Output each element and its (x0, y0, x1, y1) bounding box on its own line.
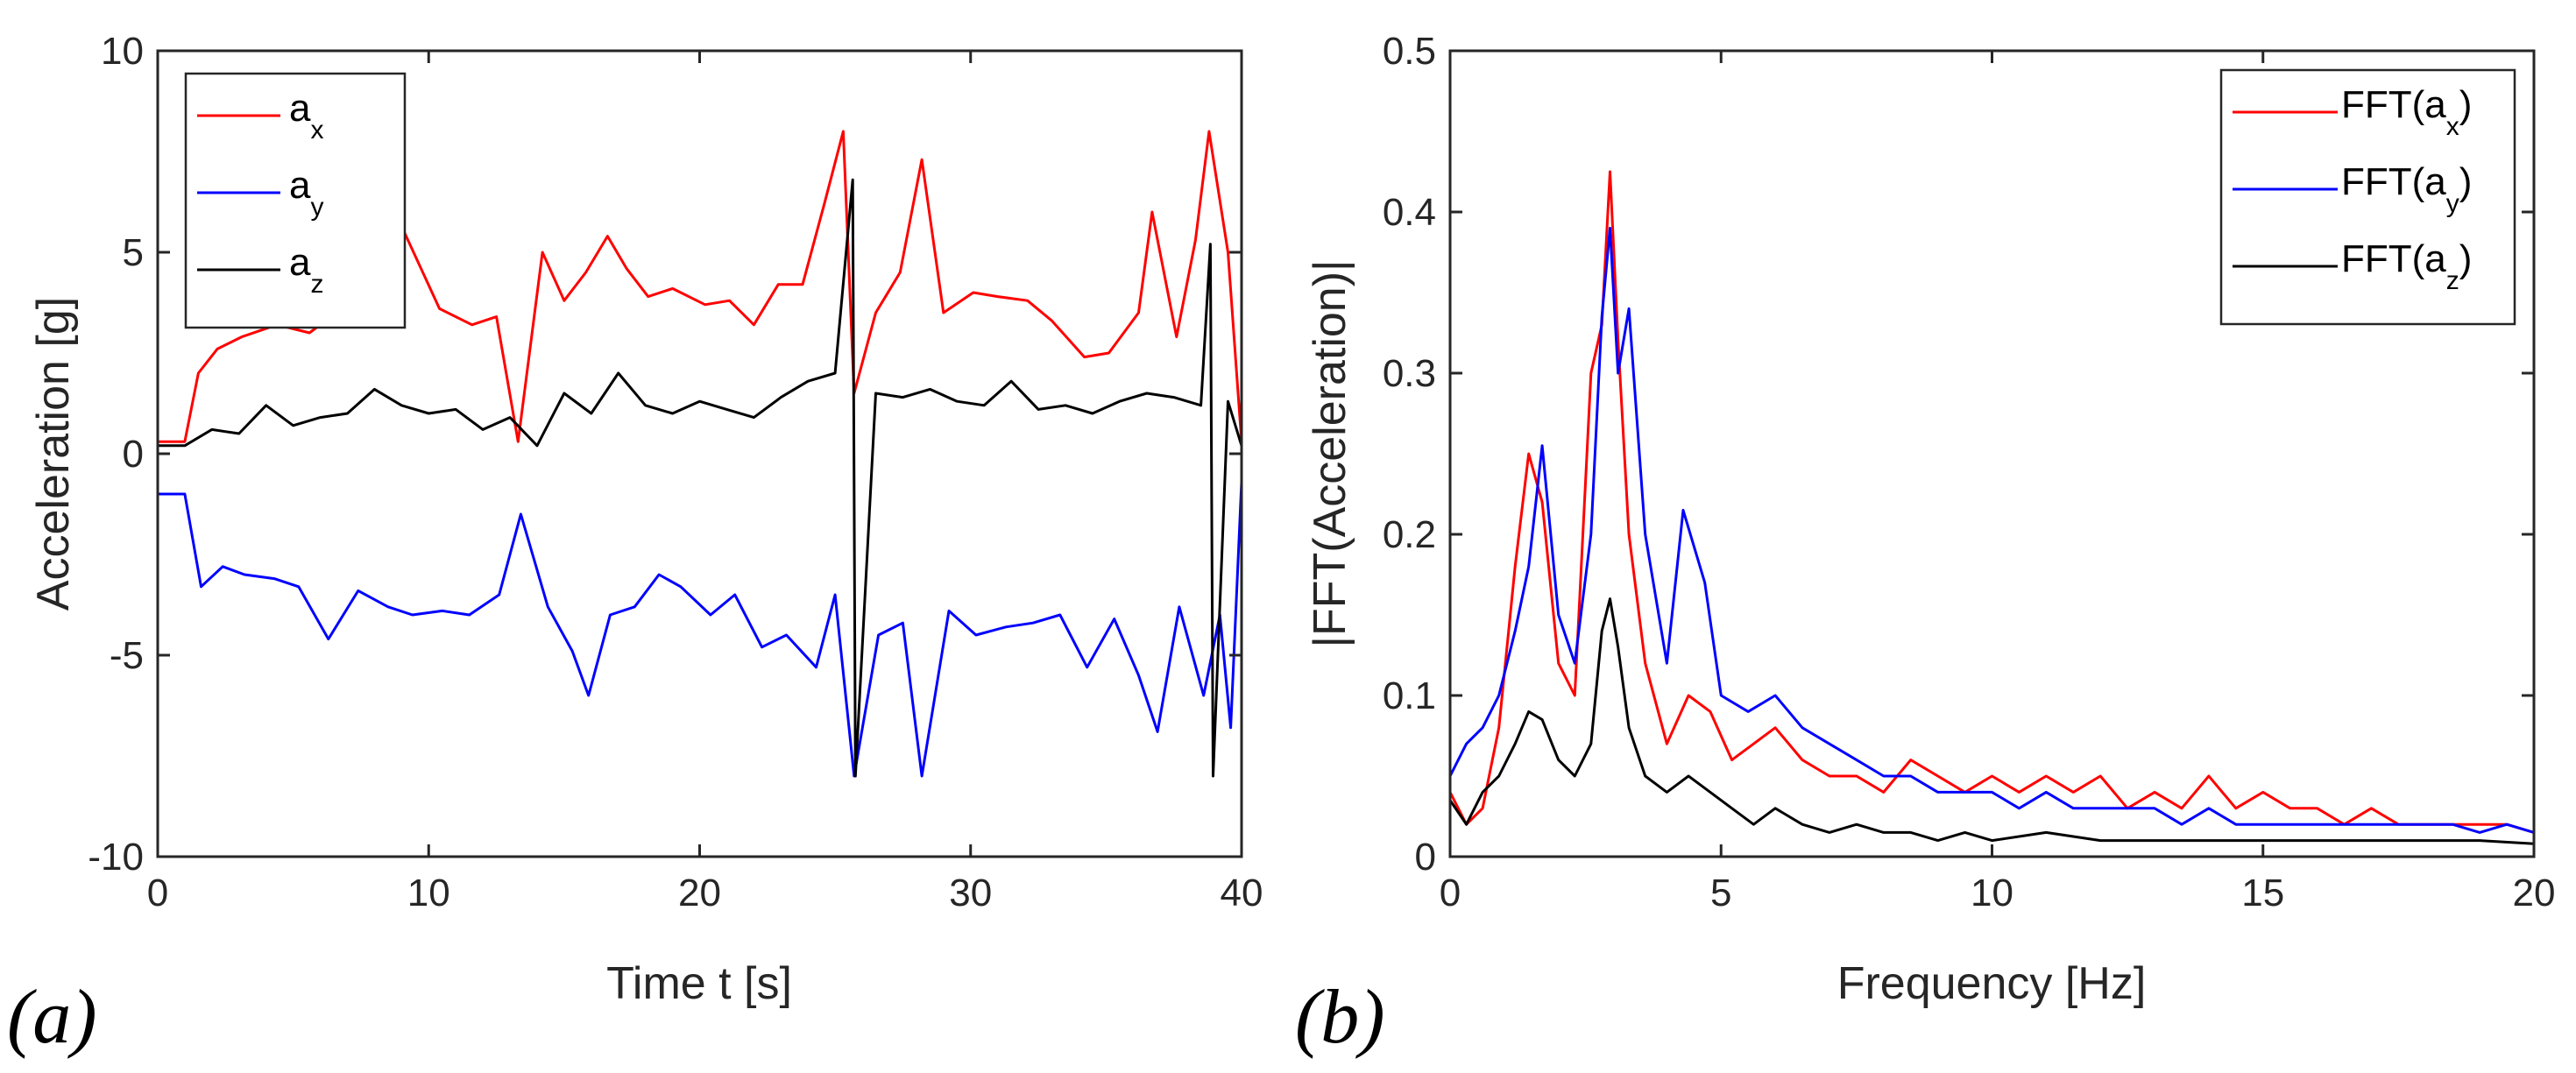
panel-b-legend-label-x: FFT(ax) (2341, 83, 2472, 141)
panel-a-axes-box (156, 49, 1243, 858)
panel-b-legend-label-y: FFT(ay) (2341, 160, 2472, 218)
panel-a-y-tick-label: -5 (110, 634, 144, 677)
panel-a-legend: ax ay az (184, 72, 407, 329)
panel-a-y-tick-label: 10 (101, 30, 144, 73)
panel-b-legend-label-z: FFT(az) (2341, 237, 2472, 295)
panel-b-x-tick-label: 10 (1971, 872, 2013, 914)
panel-a-y-tick-label: 5 (123, 231, 144, 274)
panel-b-y-tick-label: 0.4 (1383, 191, 1436, 234)
panel-a-y-tick-label: 0 (123, 433, 144, 476)
panel-a-x-tick-label: 30 (949, 872, 992, 914)
panel-a-label: (a) (7, 975, 97, 1060)
panel-b-x-tick-label: 5 (1710, 872, 1731, 914)
panel-b-series-layer (1448, 170, 2535, 845)
panel-a-legend-label-z: az (289, 241, 323, 299)
panel-b-x-tick-label: 0 (1440, 872, 1461, 914)
panel-b-y-tick-label: 0.5 (1383, 30, 1436, 73)
panel-b-y-axis-title: |FFT(Acceleration)| (1305, 259, 1355, 647)
panel-b-y-tick-label: 0.2 (1383, 513, 1436, 556)
panel-b-y-tick-label: 0.3 (1383, 352, 1436, 395)
panel-b-series-fft-a-z (1448, 597, 2535, 845)
panel-b-legend: FFT(ax) FFT(ay) FFT(az) (2219, 68, 2516, 326)
panel-a-y-axis-title: Acceleration [g] (28, 297, 79, 611)
panel-a-series-a-z (158, 178, 1243, 778)
panel-b-x-axis-title: Frequency [Hz] (1837, 958, 2147, 1009)
panel-b-x-tick-label: 20 (2513, 872, 2556, 914)
panel-a-time-domain: 0 10 20 30 40 -10 -5 0 5 10 Time t [s] Accelerati… (7, 30, 1263, 1060)
panel-a-y-tick-label: -10 (88, 836, 144, 879)
panel-a-legend-label-y: ay (289, 164, 323, 222)
panel-a-ticks-layer: 0 10 20 30 40 -10 -5 0 5 10 (88, 30, 1263, 914)
panel-a-legend-label-x: ax (289, 87, 323, 145)
panel-a-x-tick-label: 20 (678, 872, 721, 914)
panel-b-axes-box (1448, 49, 2536, 858)
panel-b-series-fft-a-x (1448, 170, 2535, 834)
panel-b-label: (b) (1295, 975, 1385, 1060)
panel-b-series-fft-a-y (1448, 226, 2535, 834)
panel-a-x-tick-label: 10 (407, 872, 450, 914)
panel-a-x-tick-label: 40 (1221, 872, 1263, 914)
panel-a-x-axis-title: Time t [s] (606, 958, 792, 1009)
panel-b-y-tick-label: 0 (1415, 836, 1436, 879)
panel-a-series-a-y (158, 482, 1243, 778)
panel-a-x-tick-label: 0 (147, 872, 168, 914)
panel-b-y-tick-label: 0.1 (1383, 674, 1436, 717)
panel-b-x-tick-label: 15 (2241, 872, 2284, 914)
